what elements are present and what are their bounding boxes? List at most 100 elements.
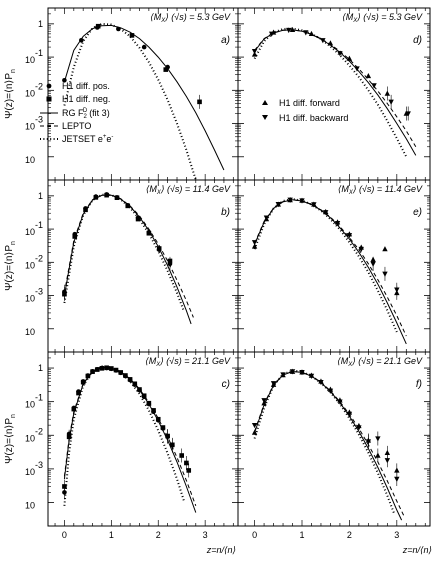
curve-jetset-e-e- <box>253 198 398 333</box>
y-tick-label: 10 <box>25 433 35 443</box>
legend-forward-label: H1 diff. forward <box>279 98 340 108</box>
legend-rg-label: RG F2D (fit 3) <box>62 108 110 120</box>
marker-triangle-down <box>356 425 362 431</box>
marker-triangle-up <box>251 243 258 249</box>
y-tick-exponent: -1 <box>35 393 43 403</box>
y-tick-label: 10 <box>25 294 35 304</box>
panel-label: c) <box>222 379 230 390</box>
x-tick-label: 1 <box>109 530 114 540</box>
marker-square <box>146 230 152 236</box>
marker-triangle-down <box>251 422 258 429</box>
marker-square <box>76 390 81 396</box>
y-tick-label: 10 <box>25 227 35 237</box>
y-tick-label: 1 <box>38 191 43 201</box>
marker-square <box>80 379 86 385</box>
marker-triangle-down <box>346 411 353 417</box>
panel-frame <box>47 351 239 527</box>
legend-backward-marker <box>262 115 268 120</box>
legend-jetset-text: JETSET e <box>62 134 103 144</box>
marker-square <box>132 381 138 387</box>
marker-square <box>163 67 169 72</box>
curve-jetset-e-e- <box>63 193 185 312</box>
y-tick-label: 10 <box>25 155 35 165</box>
marker-triangle-up <box>251 429 258 435</box>
curve-jetset-e-e- <box>63 365 185 506</box>
marker-triangle-down <box>308 373 315 379</box>
y-axis-label: Ψ(z)=⟨n⟩Pn <box>4 69 17 119</box>
legend-rg-text: RG F <box>62 108 84 118</box>
marker-square <box>93 195 99 200</box>
marker-triangle-down <box>318 379 324 386</box>
panel-e: ⟨MX⟩ (√s) = 11.4 GeV e) <box>237 179 431 353</box>
curves <box>63 365 197 513</box>
panel-label: e) <box>413 207 422 218</box>
marker-triangle-down <box>354 66 360 72</box>
legend-neg-label: H1 diff. neg. <box>62 94 110 104</box>
marker-square <box>179 453 185 458</box>
y-axis-label: Ψ(z)=⟨n⟩Pn <box>4 241 17 291</box>
y-tick-label: 10 <box>25 88 35 98</box>
y-tick-label: 10 <box>25 501 35 511</box>
marker-square <box>118 370 124 375</box>
marker-triangle-down <box>405 111 411 117</box>
marker-triangle-down <box>384 458 391 464</box>
marker-square <box>146 400 152 406</box>
marker-circle <box>79 37 84 43</box>
marker-triangle-down <box>375 436 381 442</box>
marker-square <box>66 434 72 440</box>
marker-triangle-up <box>346 55 353 61</box>
marker-triangle-down <box>303 30 309 36</box>
legend-right: H1 diff. forward H1 diff. backward <box>262 98 348 123</box>
marker-triangle-down <box>263 215 270 221</box>
x-tick-label: 3 <box>394 530 399 540</box>
curves <box>253 27 417 158</box>
panel-d: ⟨MX⟩ (√s) = 5.3 GeV d) <box>237 7 431 181</box>
energy-label: ⟨MX⟩ (√s) = 5.3 GeV <box>342 12 423 24</box>
marker-triangle-down <box>371 83 377 89</box>
legend-neg-marker <box>46 96 52 102</box>
curve-rg-f2d-fit-3- <box>254 370 403 521</box>
x-tick-label: 2 <box>347 530 352 540</box>
marker-square <box>135 216 141 222</box>
marker-triangle-down <box>311 202 317 208</box>
y-tick-exponent: -2 <box>35 81 43 91</box>
y-tick-exponent: -3 <box>35 460 43 470</box>
legend-rg-sup: D <box>83 108 88 114</box>
marker-square <box>95 23 101 29</box>
marker-triangle-up <box>382 246 388 252</box>
x-axis-label: z=n/⟨n⟩ <box>402 545 432 555</box>
curve-rg-f2d-fit-3- <box>254 29 417 156</box>
y-tick-label: 1 <box>38 19 43 29</box>
curves <box>253 369 405 521</box>
marker-square <box>197 99 202 105</box>
y-tick-exponent: -3 <box>35 287 43 297</box>
curve-lepto <box>254 29 417 148</box>
marker-triangle-down <box>268 31 275 37</box>
marker-square <box>104 365 109 371</box>
marker-triangle-down <box>275 202 281 208</box>
y-tick-label: 10 <box>25 260 35 270</box>
legend-backward-label: H1 diff. backward <box>279 113 348 123</box>
legend-jetset-sup2: - <box>111 134 113 140</box>
legend-pos-label: H1 diff. pos. <box>62 81 110 91</box>
curve-rg-f2d-fit-3- <box>63 24 225 171</box>
marker-triangle-down <box>299 198 305 204</box>
marker-square <box>184 460 189 466</box>
marker-triangle-down <box>251 240 258 246</box>
marker-triangle-down <box>320 38 326 44</box>
x-tick-label: 2 <box>156 530 161 540</box>
marker-triangle-up <box>375 452 381 458</box>
marker-square <box>160 425 166 430</box>
marker-triangle-down <box>388 99 394 105</box>
marker-square <box>62 484 67 489</box>
marker-triangle-down <box>289 369 296 375</box>
energy-label: ⟨MX⟩ (√s) = 11.4 GeV <box>338 184 423 196</box>
y-tick-exponent: -1 <box>35 48 43 58</box>
marker-triangle-up <box>384 90 391 96</box>
y-tick-exponent: -2 <box>35 253 43 263</box>
curve-jetset-e-e- <box>253 369 396 515</box>
marker-circle <box>62 78 67 83</box>
